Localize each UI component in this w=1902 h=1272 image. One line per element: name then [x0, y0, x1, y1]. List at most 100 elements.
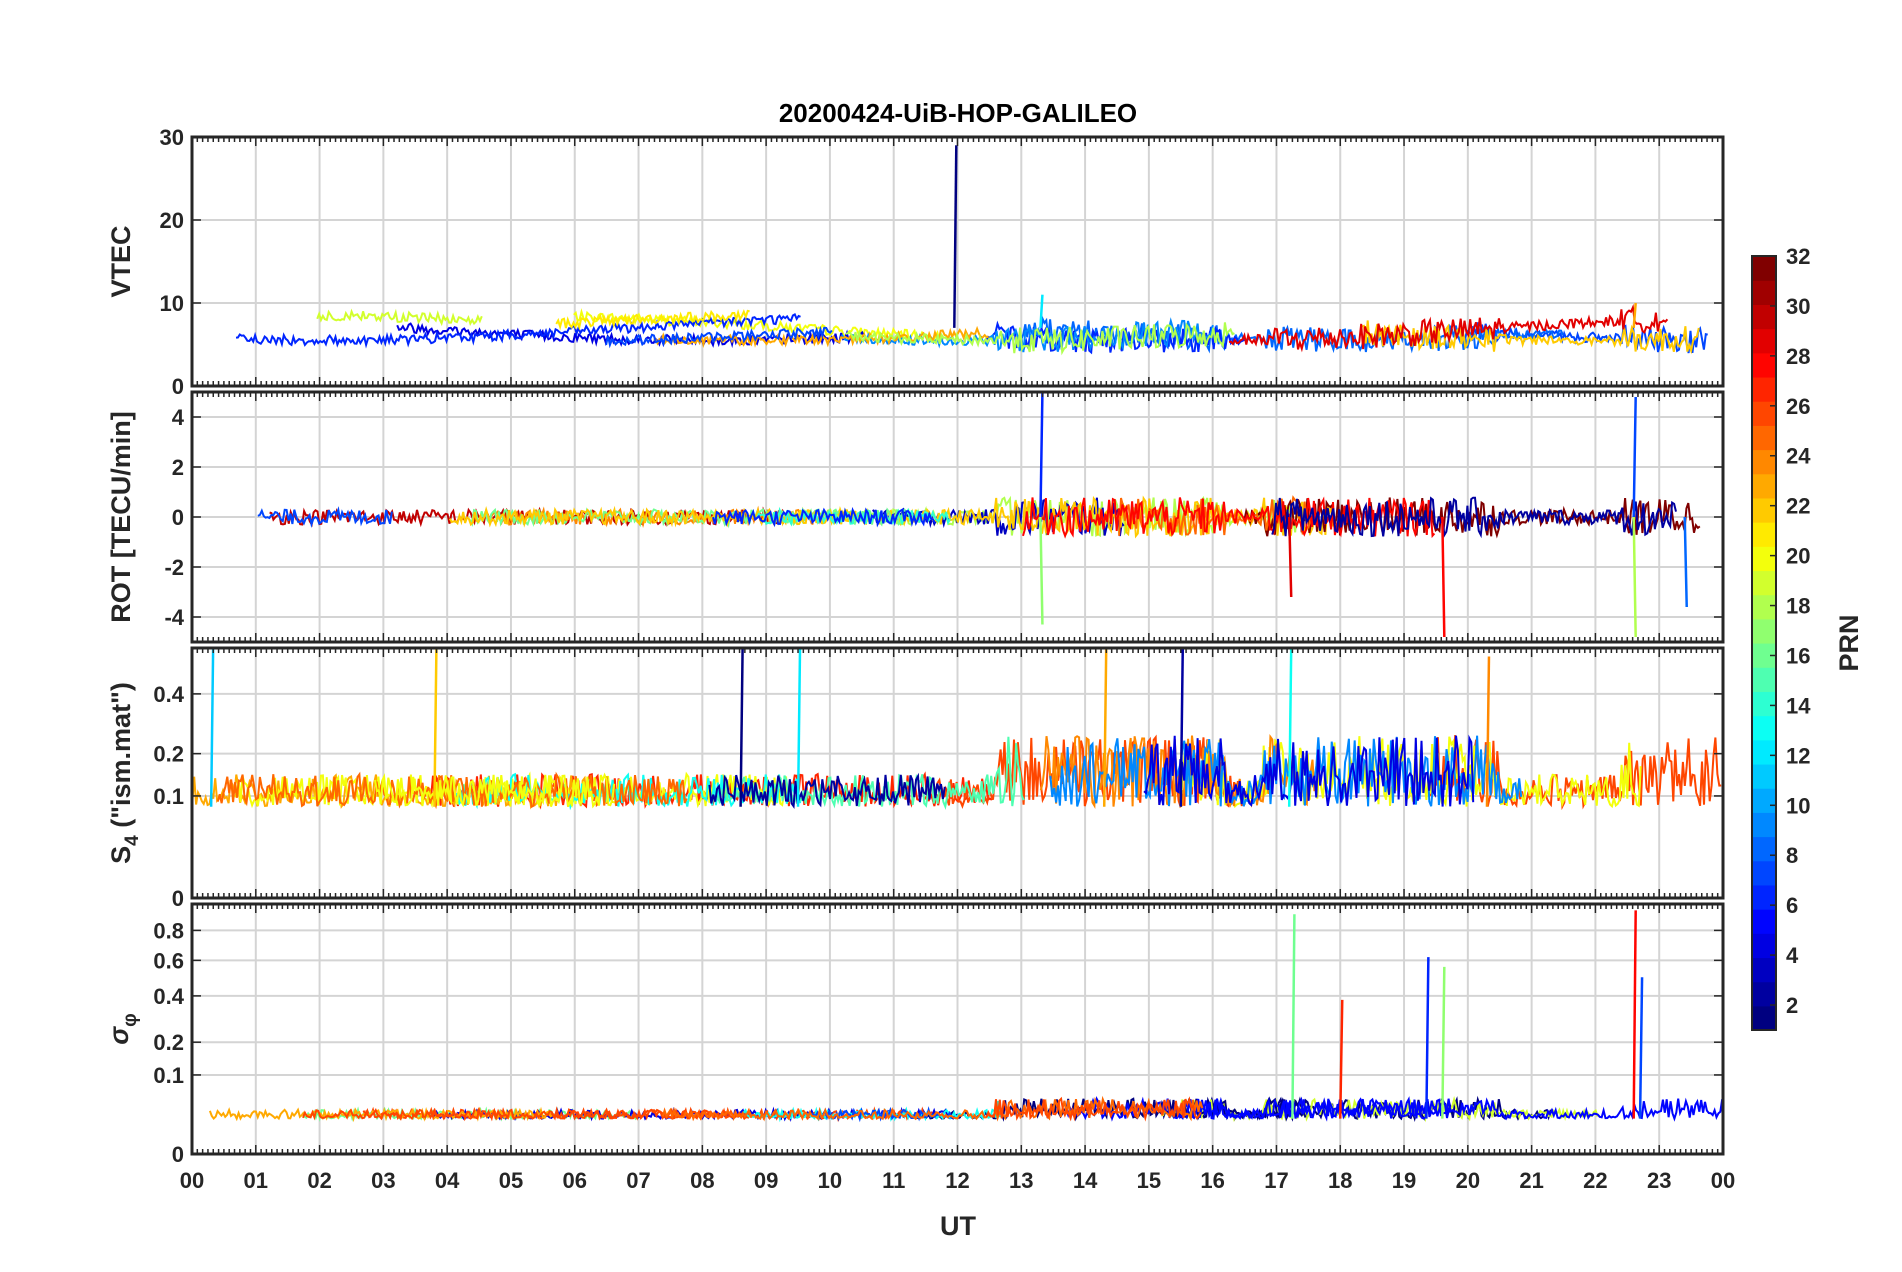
- x-tick-label: 14: [1073, 1168, 1098, 1193]
- series-line-prn: [845, 322, 1235, 356]
- y-axis-label: σφ: [104, 1013, 141, 1045]
- spike-mark: [1179, 647, 1185, 807]
- colorbar-segment: [1752, 256, 1776, 281]
- colorbar-segment: [1752, 957, 1776, 983]
- series-line-prn: [216, 771, 688, 810]
- colorbar-segment: [1752, 304, 1776, 330]
- colorbar-tick-label: 12: [1786, 743, 1810, 768]
- colorbar-segment: [1752, 280, 1776, 305]
- colorbar-segment: [1752, 1005, 1776, 1031]
- panel-sigma-phi: 0 0.1 0.2 0.4 0.6 0.8 σφ 00 01 02 03 04 05 06 07 08 09 10…: [104, 902, 1735, 1193]
- x-tick-label: 09: [754, 1168, 778, 1193]
- spike-mark: [1683, 516, 1688, 608]
- x-tick-label: 20: [1456, 1168, 1480, 1193]
- colorbar-segment: [1752, 739, 1776, 765]
- series-line-prn: [605, 325, 833, 349]
- spike-mark: [1339, 999, 1344, 1119]
- spike-mark: [1039, 516, 1044, 625]
- colorbar-segment: [1752, 546, 1776, 572]
- colorbar-tick-label: 24: [1786, 444, 1811, 469]
- colorbar-tick-label: 26: [1786, 394, 1810, 419]
- x-tick-label: 23: [1647, 1168, 1671, 1193]
- x-tick-label: 11: [882, 1168, 905, 1193]
- colorbar-tick-label: 2: [1786, 993, 1798, 1018]
- colorbar-segment: [1752, 497, 1776, 523]
- colorbar-segment: [1752, 788, 1776, 813]
- colorbar-segment: [1752, 352, 1776, 378]
- series-line-prn: [716, 736, 1025, 811]
- colorbar-segment: [1752, 933, 1776, 959]
- series-line-prn: [755, 506, 951, 527]
- x-tick-label: 21: [1519, 1168, 1543, 1193]
- spike-mark: [1287, 647, 1293, 807]
- spike-mark: [1102, 647, 1108, 807]
- spike-mark: [1441, 516, 1446, 638]
- colorbar-segment: [1752, 618, 1776, 644]
- x-tick-label: 10: [818, 1168, 842, 1193]
- series-line-prn: [257, 506, 393, 528]
- colorbar-segment: [1752, 328, 1776, 354]
- colorbar-tick-label: 32: [1786, 244, 1810, 269]
- series-line-prn: [1228, 303, 1669, 353]
- x-tick-label: 06: [563, 1168, 587, 1193]
- x-tick-label: 02: [307, 1168, 331, 1193]
- series-line-prn: [455, 772, 802, 811]
- series-line-prn: [1170, 1096, 1724, 1122]
- series-line-prn: [316, 308, 483, 327]
- colorbar-tick-label: 16: [1786, 643, 1810, 668]
- spike-mark: [953, 145, 958, 328]
- spike-mark: [1632, 302, 1637, 329]
- colorbar-frame: [1751, 255, 1777, 1031]
- colorbar-segment: [1752, 401, 1776, 426]
- spike-mark: [1632, 516, 1637, 638]
- colorbar-segment: [1752, 522, 1776, 547]
- y-tick-label: 0: [172, 505, 184, 530]
- colorbar-segment: [1752, 860, 1776, 886]
- x-tick-label: 04: [435, 1168, 460, 1193]
- series-line-prn: [661, 1095, 1204, 1122]
- y-tick-label: 0.8: [153, 918, 184, 943]
- y-axis-label: ROT [TECU/min]: [106, 411, 136, 622]
- y-tick-label: 0: [172, 1142, 184, 1167]
- x-tick-label: 00: [180, 1168, 204, 1193]
- colorbar-segment: [1752, 473, 1776, 499]
- panel-rot: -4 -2 0 2 4 ROT [TECU/min]: [106, 390, 1725, 644]
- x-tick-label: 12: [945, 1168, 969, 1193]
- x-tick-label: 18: [1328, 1168, 1352, 1193]
- y-tick-label: 4: [172, 405, 185, 430]
- spike-mark: [1632, 396, 1637, 518]
- colorbar-segment: [1752, 812, 1776, 838]
- y-axis-label: S4 ("ism.mat"): [106, 682, 143, 864]
- spike-mark: [1632, 910, 1637, 1119]
- colorbar-tick-label: 10: [1786, 793, 1810, 818]
- colorbar-tick-label: 20: [1786, 544, 1810, 569]
- spike-mark: [1425, 957, 1430, 1119]
- y-tick-label: -4: [164, 605, 184, 630]
- colorbar-tick-label: 8: [1786, 843, 1798, 868]
- y-tick-label: 30: [160, 125, 184, 150]
- y-tick-label: 10: [160, 291, 184, 316]
- spike-mark: [1291, 914, 1296, 1119]
- colorbar-segment: [1752, 376, 1776, 402]
- series-line-prn: [235, 312, 801, 349]
- y-tick-label: 2: [172, 455, 184, 480]
- y-tick-label: 0.4: [153, 984, 184, 1009]
- series-line-prn: [1049, 735, 1523, 807]
- x-tick-label: 19: [1392, 1168, 1416, 1193]
- panel-s4: 0 0.1 0.2 0.4 S4 ("ism.mat"): [106, 646, 1725, 911]
- y-tick-label: 0: [172, 886, 184, 911]
- x-tick-label: 07: [626, 1168, 650, 1193]
- x-tick-label: 01: [244, 1168, 268, 1193]
- series-line-prn: [1271, 496, 1677, 539]
- series-line-prn: [1143, 734, 1475, 807]
- colorbar-segment: [1752, 763, 1776, 789]
- series-line-prn: [555, 308, 750, 331]
- colorbar-segment: [1752, 425, 1776, 451]
- colorbar-tick-label: 14: [1786, 693, 1811, 718]
- x-tick-label: 08: [690, 1168, 714, 1193]
- colorbar-tick-label: 6: [1786, 893, 1798, 918]
- colorbar-segment: [1752, 981, 1776, 1007]
- series-line-prn: [708, 772, 946, 810]
- y-tick-label: 0.4: [153, 682, 184, 707]
